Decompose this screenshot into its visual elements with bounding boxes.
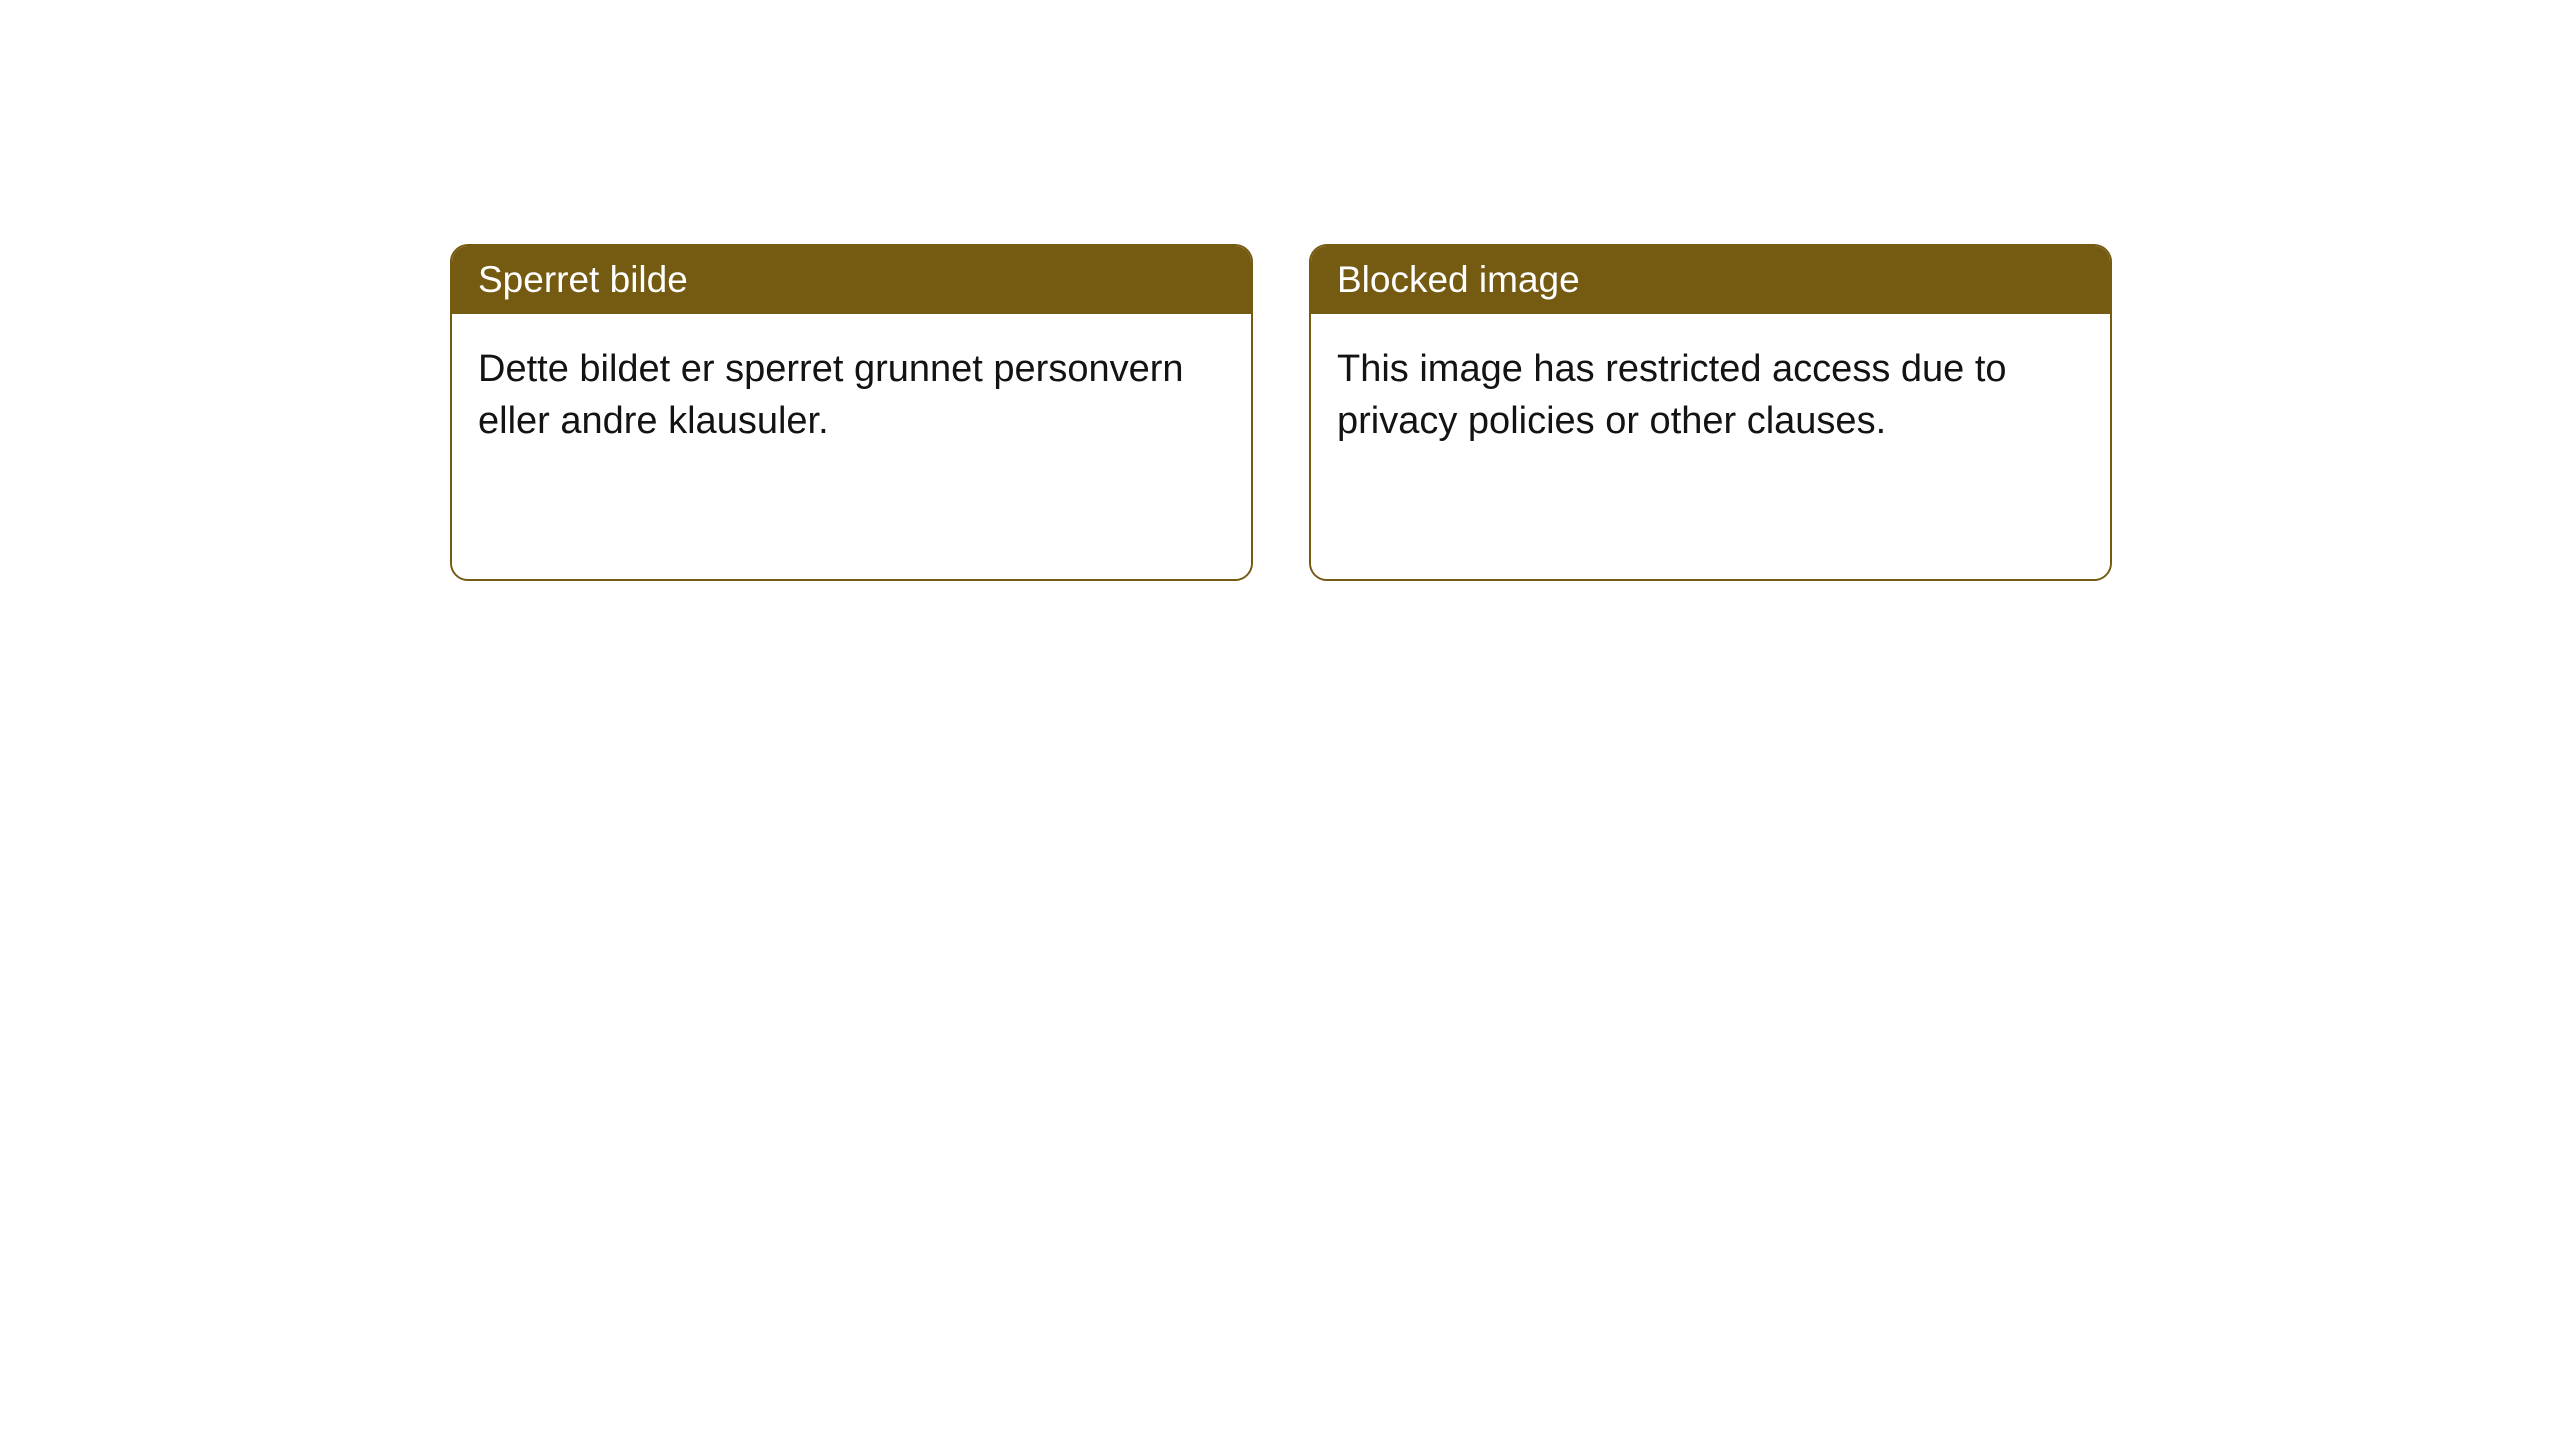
card-body-norwegian: Dette bildet er sperret grunnet personve… [452, 314, 1251, 579]
card-title-english: Blocked image [1311, 246, 2110, 314]
notice-cards-container: Sperret bilde Dette bildet er sperret gr… [450, 244, 2112, 581]
notice-card-english: Blocked image This image has restricted … [1309, 244, 2112, 581]
card-body-english: This image has restricted access due to … [1311, 314, 2110, 579]
notice-card-norwegian: Sperret bilde Dette bildet er sperret gr… [450, 244, 1253, 581]
card-title-norwegian: Sperret bilde [452, 246, 1251, 314]
